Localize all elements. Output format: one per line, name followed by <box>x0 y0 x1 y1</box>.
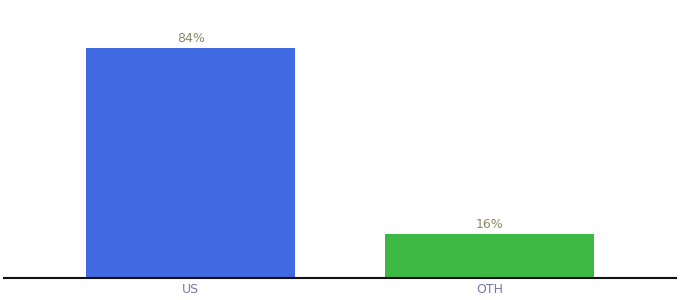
Text: 16%: 16% <box>475 218 503 231</box>
Bar <box>385 234 594 278</box>
Bar <box>86 48 295 278</box>
Text: 84%: 84% <box>177 32 205 45</box>
